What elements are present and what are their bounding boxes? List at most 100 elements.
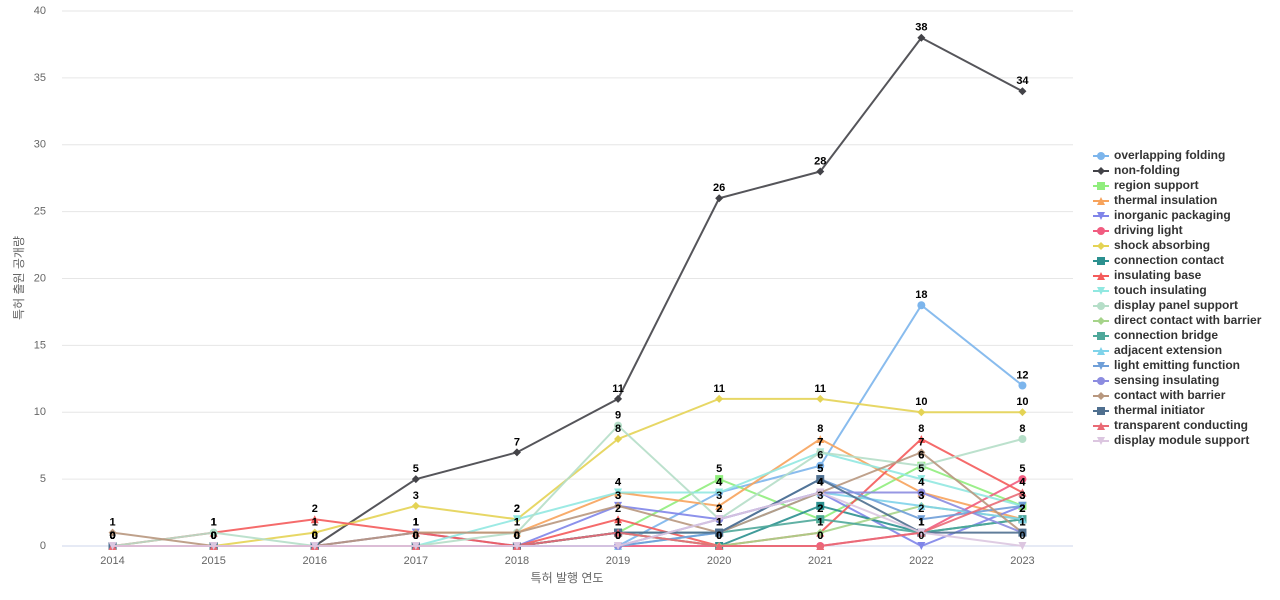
point: [1018, 515, 1027, 524]
value-label: 0: [312, 530, 318, 542]
value-label: 0: [109, 530, 115, 542]
value-label: 3: [817, 490, 823, 502]
value-label: 4: [615, 476, 622, 488]
value-label: 26: [713, 182, 725, 194]
value-label: 0: [413, 530, 419, 542]
series-line: [112, 424, 1023, 547]
legend-label: overlapping folding: [1114, 148, 1225, 162]
value-label: 0: [716, 530, 722, 542]
value-label: 0: [716, 530, 722, 542]
value-label: 4: [817, 476, 824, 488]
value-label: 0: [211, 530, 217, 542]
value-label: 1: [918, 517, 924, 529]
value-label: 0: [109, 530, 115, 542]
series-line: [314, 36, 1023, 547]
series-line: [112, 437, 1023, 548]
value-label: 0: [211, 530, 217, 542]
value-label: 0: [109, 530, 115, 542]
value-label: 0: [211, 530, 217, 542]
point: [512, 515, 521, 524]
value-label: 3: [1019, 490, 1025, 502]
value-label: 4: [817, 476, 824, 488]
value-label: 0: [312, 530, 318, 542]
value-label: 0: [716, 530, 722, 542]
legend-symbol: [1097, 182, 1105, 190]
value-label: 8: [615, 423, 621, 435]
value-label: 0: [413, 530, 419, 542]
value-label: 5: [817, 463, 823, 475]
point: [917, 475, 926, 484]
point: [310, 515, 319, 524]
value-label: 0: [109, 530, 115, 542]
value-label: 4: [918, 476, 925, 488]
value-label: 6: [918, 450, 924, 462]
value-label: 1: [716, 517, 722, 529]
value-label: 3: [413, 490, 419, 502]
x-tick-label: 2017: [404, 555, 428, 567]
value-label: 0: [312, 530, 318, 542]
value-label: 1: [615, 517, 621, 529]
legend-symbol: [1097, 347, 1105, 355]
legend-symbol: [1097, 167, 1105, 175]
value-label: 0: [211, 530, 217, 542]
value-label: 0: [615, 530, 621, 542]
value-label: 1: [716, 517, 722, 529]
value-label: 0: [211, 530, 217, 542]
value-label: 3: [615, 490, 621, 502]
value-label: 0: [211, 530, 217, 542]
value-label: 0: [817, 530, 823, 542]
point: [1018, 501, 1027, 510]
value-label: 0: [312, 530, 318, 542]
value-label: 0: [109, 530, 115, 542]
value-label: 0: [615, 530, 621, 542]
value-label: 0: [211, 530, 217, 542]
value-label: 0: [211, 530, 217, 542]
value-label: 0: [413, 530, 419, 542]
value-label: 1: [716, 517, 722, 529]
value-label: 4: [716, 476, 723, 488]
value-label: 0: [413, 530, 419, 542]
point: [917, 542, 926, 550]
value-label: 1: [615, 517, 621, 529]
value-label: 2: [615, 503, 621, 515]
legend-symbol: [1097, 242, 1105, 250]
legend-symbol: [1097, 317, 1105, 325]
x-tick-label: 2015: [201, 555, 225, 567]
value-label: 0: [615, 530, 621, 542]
value-label: 1: [211, 517, 217, 529]
point: [411, 475, 420, 484]
value-label: 1: [615, 517, 621, 529]
value-label: 1: [817, 517, 823, 529]
value-label: 2: [716, 503, 722, 515]
value-label: 0: [211, 530, 217, 542]
value-label: 1: [918, 517, 924, 529]
point: [715, 475, 724, 484]
point: [816, 435, 825, 443]
value-label: 0: [514, 530, 520, 542]
value-label: 0: [109, 530, 115, 542]
point: [816, 501, 825, 510]
value-label: 2: [1019, 503, 1025, 515]
value-label: 1: [918, 517, 924, 529]
value-label: 2: [716, 503, 722, 515]
point: [614, 515, 623, 524]
value-label: 1: [716, 517, 722, 529]
point: [1018, 542, 1027, 550]
point: [1018, 408, 1027, 417]
value-label: 3: [615, 490, 621, 502]
legend-symbol: [1097, 407, 1105, 415]
point: [512, 448, 521, 457]
value-label: 4: [817, 476, 824, 488]
x-tick-label: 2021: [808, 555, 832, 567]
value-label: 0: [312, 530, 318, 542]
legend-label: connection bridge: [1114, 328, 1218, 342]
value-label: 3: [1019, 490, 1025, 502]
value-label: 10: [1016, 396, 1028, 408]
value-label: 0: [211, 530, 217, 542]
value-label: 5: [716, 463, 722, 475]
value-label: 3: [716, 490, 722, 502]
value-label: 9: [615, 410, 621, 422]
point: [715, 194, 724, 203]
value-label: 0: [211, 530, 217, 542]
value-label: 0: [312, 530, 318, 542]
